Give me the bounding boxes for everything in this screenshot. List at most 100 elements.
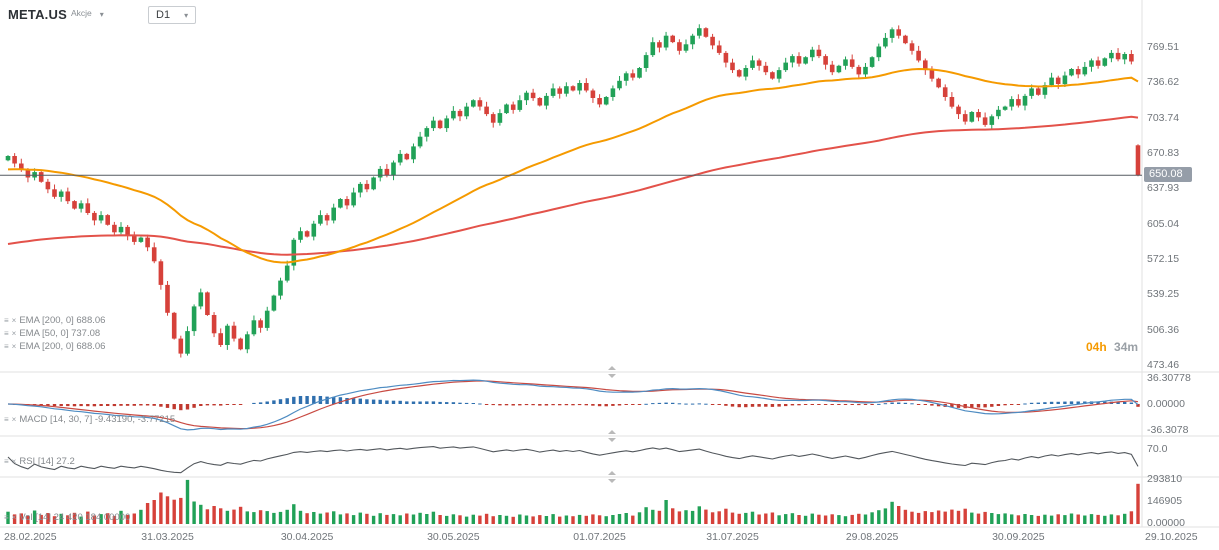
macd-histogram-bar: [1069, 401, 1074, 404]
volume-bar: [278, 511, 283, 524]
macd-histogram-bar: [225, 404, 230, 405]
symbol-dropdown-caret-icon[interactable]: ▾: [99, 10, 104, 19]
macd-histogram-bar: [564, 404, 569, 406]
divider-collapse-icon[interactable]: [608, 471, 616, 483]
ema200-line: [7, 115, 1139, 256]
volume-bar: [125, 514, 130, 524]
macd-histogram-bar: [318, 396, 323, 404]
legend-settings-icon[interactable]: ≡: [4, 329, 9, 338]
candle-body: [158, 261, 164, 285]
candle-body: [829, 64, 835, 73]
candle-body: [723, 52, 729, 63]
candle-body: [550, 88, 556, 96]
macd-histogram-bar: [484, 404, 489, 405]
candle-body: [304, 231, 310, 237]
volume-bar: [6, 511, 10, 524]
legend-settings-icon[interactable]: ≡: [4, 457, 9, 466]
candle-body: [942, 87, 948, 97]
legend-close-icon[interactable]: ×: [11, 342, 17, 351]
legend-close-icon[interactable]: ×: [11, 513, 17, 522]
legend-close-icon[interactable]: ×: [11, 316, 17, 325]
candle-body: [1102, 58, 1108, 66]
macd-histogram-bar: [358, 398, 362, 404]
volume-legend-row: ≡ × Vol [14] 24 420 184.00000: [4, 512, 130, 523]
volume-bar: [338, 514, 343, 524]
volume-bar: [784, 514, 788, 524]
macd-histogram-bar: [730, 404, 735, 407]
candle-body: [1109, 52, 1114, 59]
rsi-legend-label: RSI [14] 27.2: [19, 456, 75, 467]
volume-bar: [684, 510, 688, 524]
candle-body: [657, 42, 662, 48]
legend-close-icon[interactable]: ×: [11, 457, 17, 466]
divider-collapse-icon[interactable]: [608, 430, 616, 442]
candle-body: [736, 70, 742, 77]
candle-body: [490, 114, 496, 123]
macd-histogram-bar: [750, 404, 755, 407]
macd-histogram-bar: [338, 397, 343, 404]
macd-histogram-bar: [351, 398, 356, 404]
volume-bar: [212, 506, 216, 524]
volume-bar: [92, 515, 97, 524]
candle-body: [45, 181, 51, 190]
candle-body: [1002, 106, 1008, 110]
macd-histogram-bar: [205, 404, 210, 406]
macd-histogram-bar: [371, 399, 376, 404]
macd-histogram-bar: [391, 400, 396, 404]
candle-body: [783, 62, 788, 71]
legend-settings-icon[interactable]: ≡: [4, 316, 9, 325]
candle-body: [623, 73, 629, 81]
candle-body: [803, 57, 808, 64]
divider-collapse-icon[interactable]: [608, 366, 616, 378]
macd-histogram-bar: [717, 404, 721, 405]
volume-bar: [132, 513, 136, 524]
candle-body: [743, 68, 749, 77]
candle-body: [464, 106, 469, 117]
candle-body: [298, 231, 303, 240]
macd-histogram-bar: [843, 404, 848, 405]
macd-histogram-bar: [1076, 401, 1080, 404]
legend-settings-icon[interactable]: ≡: [4, 415, 9, 424]
ema50-line: [7, 67, 1139, 264]
timeframe-caret-icon[interactable]: ▾: [184, 11, 189, 20]
macd-histogram-bar: [431, 401, 436, 404]
candle-body: [1082, 66, 1088, 75]
macd-histogram-bar: [697, 403, 701, 405]
volume-bar: [72, 512, 77, 525]
volume-bar: [491, 516, 495, 524]
macd-histogram-bar: [1096, 401, 1100, 404]
timeframe-select[interactable]: D1 ▾: [148, 6, 197, 24]
volume-bar: [285, 509, 289, 525]
volume-bar: [764, 513, 768, 524]
macd-histogram-bar: [498, 404, 502, 406]
legend-settings-icon[interactable]: ≡: [4, 513, 9, 522]
candle-body: [1009, 99, 1014, 107]
volume-bar: [750, 511, 755, 524]
macd-histogram-bar: [637, 404, 642, 405]
candle-body: [650, 42, 656, 56]
candle-body: [916, 50, 921, 61]
macd-histogram-bar: [870, 404, 874, 405]
candle-body: [776, 70, 782, 79]
volume-bar: [498, 515, 502, 524]
legend-close-icon[interactable]: ×: [11, 329, 17, 338]
macd-histogram-bar: [531, 404, 535, 406]
macd-histogram-bar: [617, 404, 622, 406]
volume-bar: [411, 514, 416, 524]
symbol-name[interactable]: META.US: [8, 7, 67, 22]
macd-histogram-bar: [272, 400, 276, 404]
macd-histogram-bar: [544, 404, 549, 406]
volume-bar: [1123, 513, 1127, 524]
candle-body: [810, 49, 815, 58]
legend-settings-icon[interactable]: ≡: [4, 342, 9, 351]
macd-histogram-bar: [185, 404, 190, 410]
volume-bar: [86, 511, 90, 524]
volume-bar: [238, 506, 243, 525]
volume-bar: [165, 496, 170, 525]
legend-close-icon[interactable]: ×: [11, 415, 17, 424]
candle-body: [683, 44, 689, 51]
macd-histogram-bar: [571, 404, 575, 406]
macd-histogram-bar: [956, 404, 961, 408]
macd-line: [7, 379, 1139, 431]
